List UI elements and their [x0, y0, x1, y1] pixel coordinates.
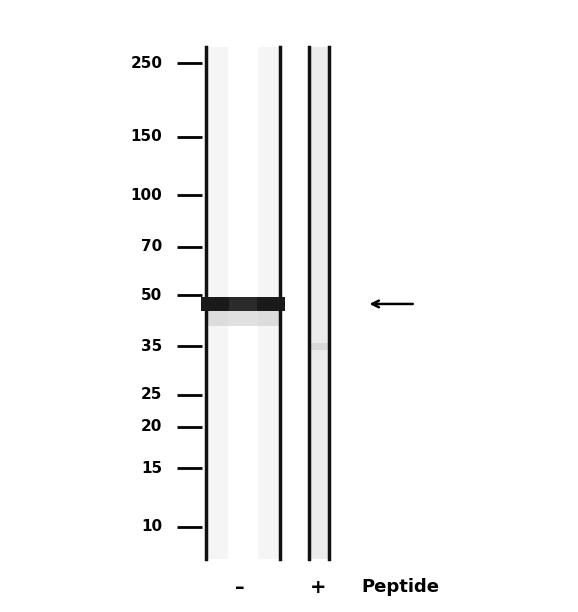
- Bar: [206, 47, 280, 559]
- Bar: [201, 297, 285, 311]
- Text: 35: 35: [141, 339, 162, 354]
- Bar: [229, 297, 257, 311]
- Text: 100: 100: [131, 188, 162, 203]
- Text: 70: 70: [141, 239, 162, 254]
- Text: 250: 250: [131, 56, 162, 71]
- Text: 15: 15: [142, 461, 162, 476]
- Bar: [228, 47, 258, 559]
- Text: 150: 150: [131, 129, 162, 144]
- Bar: [309, 47, 329, 559]
- Text: 20: 20: [141, 419, 162, 435]
- Text: 10: 10: [142, 519, 162, 534]
- Text: 50: 50: [141, 288, 162, 302]
- Text: –: –: [235, 578, 245, 597]
- Text: Peptide: Peptide: [361, 578, 439, 597]
- Bar: [310, 343, 328, 350]
- Text: 25: 25: [141, 387, 162, 402]
- Text: +: +: [309, 578, 326, 597]
- Bar: [207, 311, 279, 326]
